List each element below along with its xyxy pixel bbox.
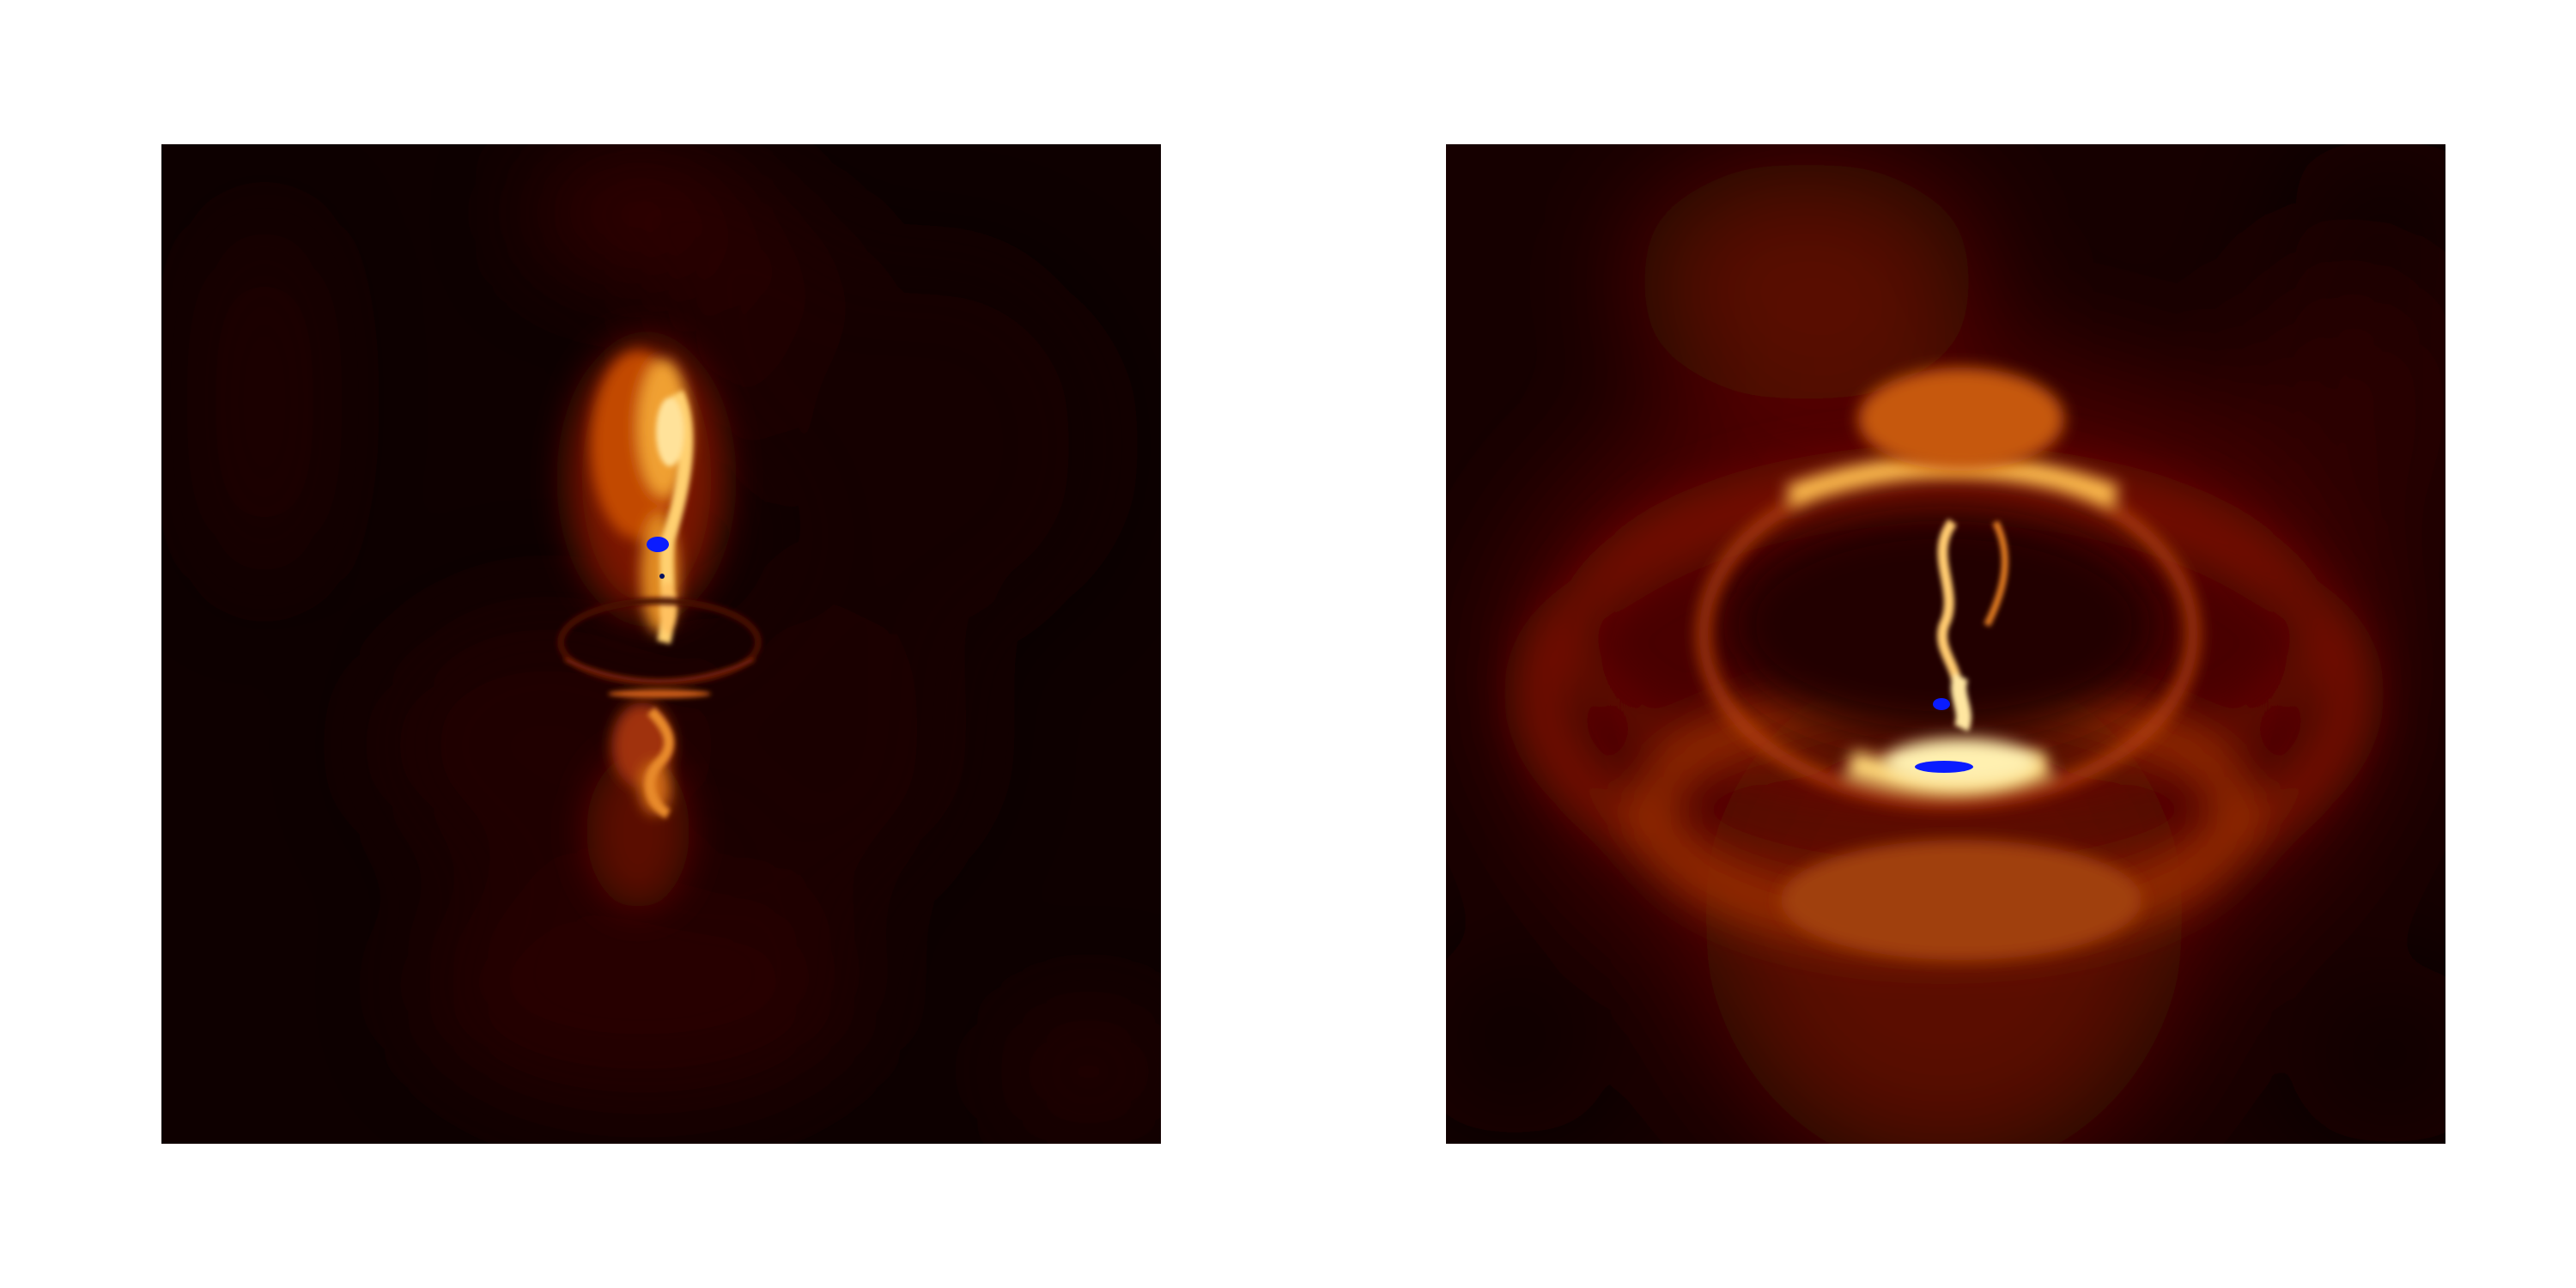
right-simulation-image — [1446, 144, 2445, 1144]
left-simulation-image — [161, 144, 1161, 1144]
right-saturation-spot-upper — [1933, 698, 1950, 710]
right-image-panel — [1446, 144, 2445, 1144]
left-saturation-spot — [647, 537, 669, 552]
left-image-panel — [161, 144, 1161, 1144]
right-saturation-spot-lower — [1915, 761, 1973, 773]
